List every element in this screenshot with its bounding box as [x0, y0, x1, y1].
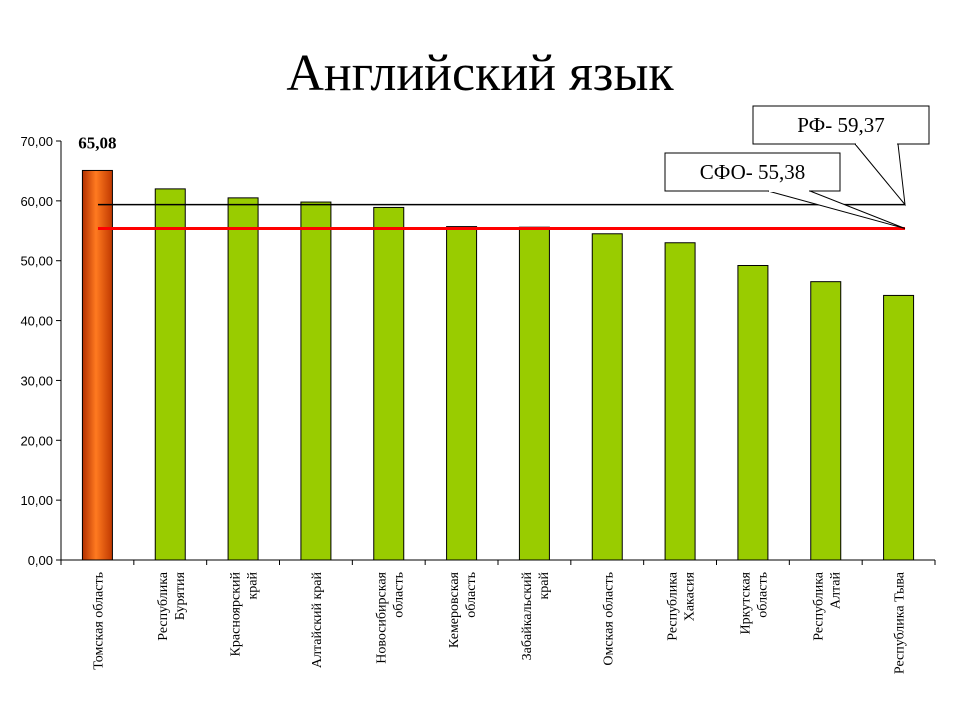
chart-title: Английский язык [286, 45, 674, 102]
y-tick-label: 20,00 [20, 433, 53, 448]
category-label: Кемеровская область [447, 571, 479, 648]
category-label-line: Алтай [828, 571, 843, 609]
bar [227, 197, 259, 561]
category-label-line: Кемеровская [447, 571, 462, 648]
plot-area: 0,00 10,00 20,00 30,00 40,00 50,00 60,00 70,00 Т… [20, 105, 936, 674]
category-label-line: область [464, 572, 479, 618]
y-tick-label: 10,00 [20, 493, 53, 508]
y-tick-label: 50,00 [20, 254, 53, 269]
category-label: Омская область [601, 572, 616, 666]
y-tick-label: 30,00 [20, 373, 53, 388]
category-label-line: Омская область [601, 572, 616, 666]
bar [737, 265, 769, 561]
category-label-line: область [391, 572, 406, 618]
bar [810, 281, 842, 561]
bar [591, 233, 623, 561]
category-label: Красноярский край [229, 571, 261, 656]
category-label: Забайкальский край [520, 571, 552, 660]
bar [300, 201, 332, 561]
category-label: Новосибирская область [374, 571, 406, 663]
category-label-line: Республика Тыва [893, 571, 908, 674]
category-label: Республика Хакасия [666, 571, 698, 641]
y-tick-label: 60,00 [20, 194, 53, 209]
bar-highlight [81, 169, 113, 561]
y-tick-label: 40,00 [20, 314, 53, 329]
category-label: Республика Тыва [893, 571, 908, 674]
category-label-line: Новосибирская [374, 571, 389, 663]
callout-pointer [767, 190, 906, 229]
y-tick-label: 70,00 [20, 134, 53, 149]
category-label-line: область [755, 572, 770, 618]
reference-line-label: РФ- 59,37 [797, 113, 884, 137]
category-label-line: Красноярский [229, 571, 244, 656]
category-label-line: Республика [156, 571, 171, 641]
bar [154, 188, 186, 561]
category-label-line: Забайкальский [520, 571, 535, 660]
bar [446, 226, 478, 561]
reference-line-label: СФО- 55,38 [700, 160, 806, 184]
data-label: 65,08 [78, 133, 116, 152]
category-label-line: Республика [811, 571, 826, 641]
bar [664, 242, 696, 561]
category-label: Алтайский край [310, 572, 325, 669]
category-label-line: Республика [666, 571, 681, 641]
category-label: Иркутская область [738, 571, 770, 634]
callout-box [752, 105, 930, 145]
category-label-line: Иркутская [738, 571, 753, 634]
callout-pointer [853, 143, 906, 207]
bar [373, 206, 405, 561]
bar [883, 294, 915, 561]
category-label-line: Алтайский край [310, 572, 325, 669]
y-tick-label: 0,00 [28, 553, 53, 568]
bar [518, 226, 550, 561]
callout-box [664, 152, 841, 192]
category-label: Томская область [91, 572, 106, 670]
category-label-line: Томская область [91, 572, 106, 670]
category-label: Республика Бурятия [156, 571, 188, 641]
category-label-line: край [537, 572, 552, 600]
category-label-line: край [246, 572, 261, 600]
category-label: Республика Алтай [811, 571, 843, 641]
category-label-line: Бурятия [173, 571, 188, 620]
category-label-line: Хакасия [683, 571, 698, 621]
